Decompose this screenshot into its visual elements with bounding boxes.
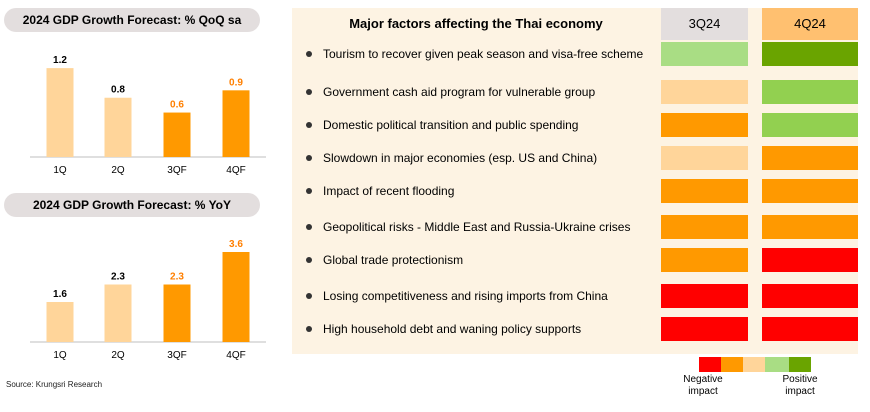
qoq-bar-4qf [222, 90, 250, 157]
yoy-bar-2q [104, 284, 132, 342]
column-header-4q24: 4Q24 [762, 8, 858, 40]
factor-row: Geopolitical risks - Middle East and Rus… [292, 215, 858, 239]
factor-row: Slowdown in major economies (esp. US and… [292, 146, 858, 170]
impact-cell-3q24 [661, 179, 748, 203]
factor-row: Domestic political transition and public… [292, 113, 858, 137]
impact-cell-3q24 [661, 317, 748, 341]
yoy-bar-4qf [222, 252, 250, 342]
qoq-value-label-3qf: 0.6 [170, 100, 184, 111]
bullet-icon [306, 224, 312, 230]
legend-negative-label: Negative impact [683, 374, 723, 397]
qoq-category-label-1q: 1Q [53, 165, 67, 176]
impact-cell-3q24 [661, 42, 748, 66]
impact-cell-3q24 [661, 80, 748, 104]
yoy-value-label-1q: 1.6 [53, 289, 67, 300]
impact-cell-4q24 [762, 113, 858, 137]
factor-label: Geopolitical risks - Middle East and Rus… [323, 220, 631, 234]
qoq-bar-1q [46, 68, 74, 157]
factor-label: Tourism to recover given peak season and… [323, 47, 644, 61]
factor-label: High household debt and waning policy su… [323, 322, 582, 336]
bullet-icon [306, 155, 312, 161]
impact-cell-4q24 [762, 146, 858, 170]
impact-cell-4q24 [762, 215, 858, 239]
impact-cell-3q24 [661, 146, 748, 170]
yoy-category-label-3qf: 3QF [167, 350, 186, 361]
impact-cell-4q24 [762, 42, 858, 66]
yoy-value-label-3qf: 2.3 [170, 272, 184, 283]
impact-cell-4q24 [762, 284, 858, 308]
factor-row: Impact of recent flooding [292, 179, 858, 203]
qoq-category-label-4qf: 4QF [226, 165, 245, 176]
yoy-category-label-2q: 2Q [111, 350, 125, 361]
impact-cell-4q24 [762, 248, 858, 272]
yoy-category-label-1q: 1Q [53, 350, 67, 361]
bullet-icon [306, 257, 312, 263]
yoy-value-label-4qf: 3.6 [229, 239, 243, 250]
factors-table: Major factors affecting the Thai economy… [292, 8, 858, 354]
factor-row: Global trade protectionism [292, 248, 858, 272]
factor-label: Losing competitiveness and rising import… [323, 289, 608, 303]
impact-cell-4q24 [762, 317, 858, 341]
factor-label: Global trade protectionism [323, 253, 464, 267]
qoq-value-label-2q: 0.8 [111, 85, 125, 96]
legend-swatch [765, 357, 789, 372]
impact-cell-3q24 [661, 215, 748, 239]
legend-swatch [721, 357, 743, 372]
legend-swatch [743, 357, 765, 372]
legend-swatch [699, 357, 721, 372]
qoq-chart-title: 2024 GDP Growth Forecast: % QoQ sa [4, 8, 260, 32]
legend-positive-label: Positive impact [782, 374, 818, 397]
column-header-3q24: 3Q24 [661, 8, 748, 40]
yoy-bar-1q [46, 302, 74, 342]
qoq-value-label-4qf: 0.9 [229, 77, 243, 88]
yoy-value-label-2q: 2.3 [111, 272, 125, 283]
bullet-icon [306, 188, 312, 194]
qoq-value-label-1q: 1.2 [53, 55, 67, 66]
legend-swatch [789, 357, 811, 372]
qoq-bar-2q [104, 97, 132, 157]
bullet-icon [306, 89, 312, 95]
yoy-category-label-4qf: 4QF [226, 350, 245, 361]
factor-row: Tourism to recover given peak season and… [292, 42, 858, 66]
qoq-bar-3qf [163, 112, 191, 157]
yoy-chart-title: 2024 GDP Growth Forecast: % YoY [4, 193, 260, 217]
yoy-bar-3qf [163, 284, 191, 342]
qoq-bar-chart: 1.2 1Q 0.8 2Q 0.6 3QF 0.9 4QF [30, 55, 266, 176]
impact-cell-4q24 [762, 80, 858, 104]
qoq-category-label-2q: 2Q [111, 165, 125, 176]
impact-cell-3q24 [661, 248, 748, 272]
factor-row: Losing competitiveness and rising import… [292, 284, 858, 308]
factor-label: Government cash aid program for vulnerab… [323, 85, 596, 99]
bullet-icon [306, 326, 312, 332]
factor-row: Government cash aid program for vulnerab… [292, 80, 858, 104]
yoy-bar-chart: 1.6 1Q 2.3 2Q 2.3 3QF 3.6 4QF [30, 239, 266, 361]
source-note: Source: Krungsri Research [6, 380, 103, 389]
impact-cell-4q24 [762, 179, 858, 203]
bullet-icon [306, 293, 312, 299]
factor-label: Slowdown in major economies (esp. US and… [323, 151, 598, 165]
factors-table-title: Major factors affecting the Thai economy [349, 16, 603, 31]
bullet-icon [306, 122, 312, 128]
impact-cell-3q24 [661, 284, 748, 308]
factor-row: High household debt and waning policy su… [292, 317, 858, 341]
impact-cell-3q24 [661, 113, 748, 137]
factor-label: Domestic political transition and public… [323, 118, 579, 132]
bullet-icon [306, 51, 312, 57]
qoq-category-label-3qf: 3QF [167, 165, 186, 176]
factor-label: Impact of recent flooding [323, 184, 455, 198]
